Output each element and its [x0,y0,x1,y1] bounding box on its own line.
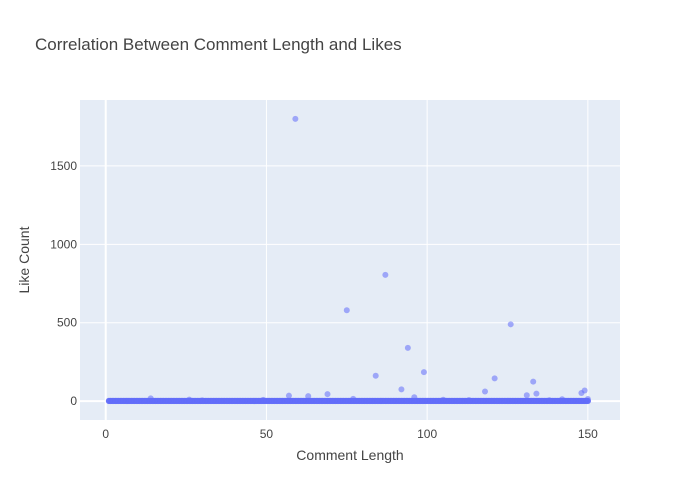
scatter-point [507,321,514,328]
scatter-point [147,395,154,402]
chart-title: Correlation Between Comment Length and L… [35,35,402,54]
scatter-point [491,375,498,382]
scatter-point [523,392,530,399]
scatter-point [482,388,488,395]
scatter-point [305,393,312,400]
scatter-point [533,390,540,397]
scatter-point [285,392,292,399]
scatter-point [420,369,427,376]
y-axis-title: Like Count [16,226,32,293]
scatter-point [199,397,206,404]
x-tick-label: 0 [102,427,109,441]
scatter-point [343,307,350,314]
scatter-point [546,397,553,404]
points-layer [105,115,591,405]
scatter-point [382,271,389,278]
y-tick-label: 1500 [50,159,77,173]
y-tick-label: 500 [57,316,77,330]
x-axis-title: Comment Length [296,447,403,463]
y-tick-label: 0 [70,394,77,408]
x-tick-label: 100 [417,427,437,441]
scatter-point [350,395,357,402]
scatter-point [260,396,267,403]
scatter-point [398,386,405,393]
scatter-point [292,115,299,122]
x-tick-label: 50 [260,427,274,441]
plot-area [80,100,620,420]
scatter-point [559,396,566,403]
scatter-point [578,390,585,397]
scatter-point [465,397,472,404]
scatter-point [404,344,411,351]
x-tick-label: 150 [578,427,598,441]
scatter-point [440,396,447,403]
scatter-point [324,391,331,398]
y-tick-label: 1000 [50,237,77,251]
scatter-point [584,395,591,402]
scatter-point [372,372,379,379]
scatter-point [186,396,193,403]
scatter-point [530,378,537,385]
scatter-point [411,394,418,401]
